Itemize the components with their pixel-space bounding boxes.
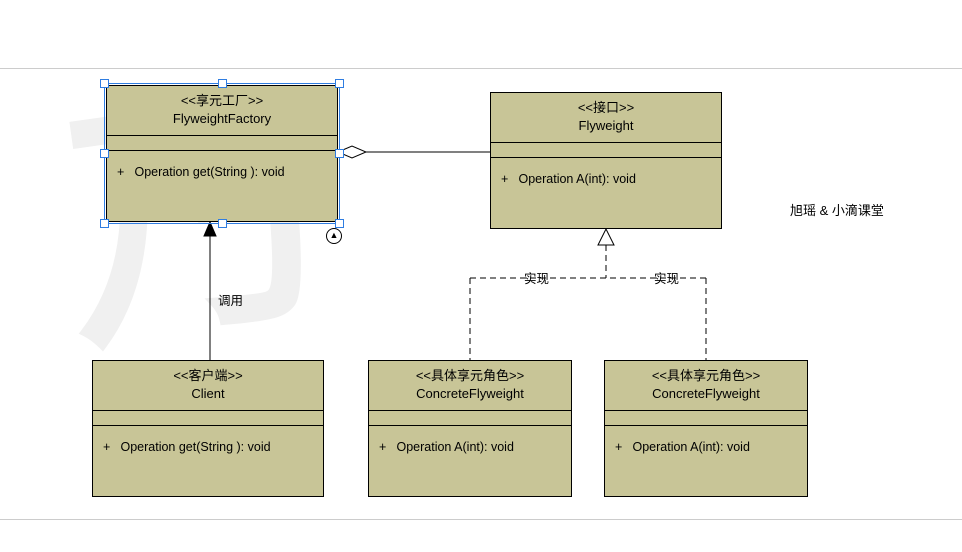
visibility: + — [379, 440, 393, 454]
visibility: + — [103, 440, 117, 454]
operations-compartment: + Operation A(int): void — [369, 426, 571, 468]
class-name: ConcreteFlyweight — [375, 385, 565, 403]
class-name: Flyweight — [497, 117, 715, 135]
node-client[interactable]: <<客户端>> Client + Operation get(String ):… — [92, 360, 324, 497]
node-flyweight[interactable]: <<接口>> Flyweight + Operation A(int): voi… — [490, 92, 722, 229]
visibility: + — [501, 172, 515, 186]
edge-label-call: 调用 — [218, 290, 243, 309]
resize-handle-sw[interactable] — [100, 219, 109, 228]
rotate-handle[interactable]: ▲ — [326, 228, 342, 244]
attributes-compartment — [605, 411, 807, 426]
stereotype: <<接口>> — [497, 99, 715, 117]
resize-handle-w[interactable] — [100, 149, 109, 158]
stereotype: <<具体享元角色>> — [611, 367, 801, 385]
node-flyweight-factory[interactable]: <<享元工厂>> FlyweightFactory + Operation ge… — [106, 85, 338, 222]
operations-compartment: + Operation A(int): void — [491, 158, 721, 200]
resize-handle-se[interactable] — [335, 219, 344, 228]
attributes-compartment — [93, 411, 323, 426]
operation: Operation get(String ): void — [120, 440, 270, 454]
resize-handle-ne[interactable] — [335, 79, 344, 88]
operations-compartment: + Operation get(String ): void — [93, 426, 323, 468]
operation: Operation A(int): void — [396, 440, 513, 454]
stereotype: <<享元工厂>> — [113, 92, 331, 110]
stereotype: <<具体享元角色>> — [375, 367, 565, 385]
operations-compartment: + Operation A(int): void — [605, 426, 807, 468]
visibility: + — [615, 440, 629, 454]
node-header: <<客户端>> Client — [93, 361, 323, 411]
visibility: + — [117, 165, 131, 179]
resize-handle-e[interactable] — [335, 149, 344, 158]
class-name: ConcreteFlyweight — [611, 385, 801, 403]
edge-label-impl-2: 实现 — [654, 268, 679, 287]
attributes-compartment — [369, 411, 571, 426]
operation: Operation get(String ): void — [134, 165, 284, 179]
class-name: Client — [99, 385, 317, 403]
node-header: <<享元工厂>> FlyweightFactory — [107, 86, 337, 136]
node-concrete-flyweight-1[interactable]: <<具体享元角色>> ConcreteFlyweight + Operation… — [368, 360, 572, 497]
class-name: FlyweightFactory — [113, 110, 331, 128]
operation: Operation A(int): void — [518, 172, 635, 186]
operation: Operation A(int): void — [632, 440, 749, 454]
node-header: <<具体享元角色>> ConcreteFlyweight — [605, 361, 807, 411]
stereotype: <<客户端>> — [99, 367, 317, 385]
attributes-compartment — [107, 136, 337, 151]
resize-handle-n[interactable] — [218, 79, 227, 88]
node-concrete-flyweight-2[interactable]: <<具体享元角色>> ConcreteFlyweight + Operation… — [604, 360, 808, 497]
operations-compartment: + Operation get(String ): void — [107, 151, 337, 193]
resize-handle-s[interactable] — [218, 219, 227, 228]
attributes-compartment — [491, 143, 721, 158]
resize-handle-nw[interactable] — [100, 79, 109, 88]
author-label: 旭瑶 & 小滴课堂 — [790, 200, 884, 219]
node-header: <<接口>> Flyweight — [491, 93, 721, 143]
node-header: <<具体享元角色>> ConcreteFlyweight — [369, 361, 571, 411]
edge-label-impl-1: 实现 — [524, 268, 549, 287]
